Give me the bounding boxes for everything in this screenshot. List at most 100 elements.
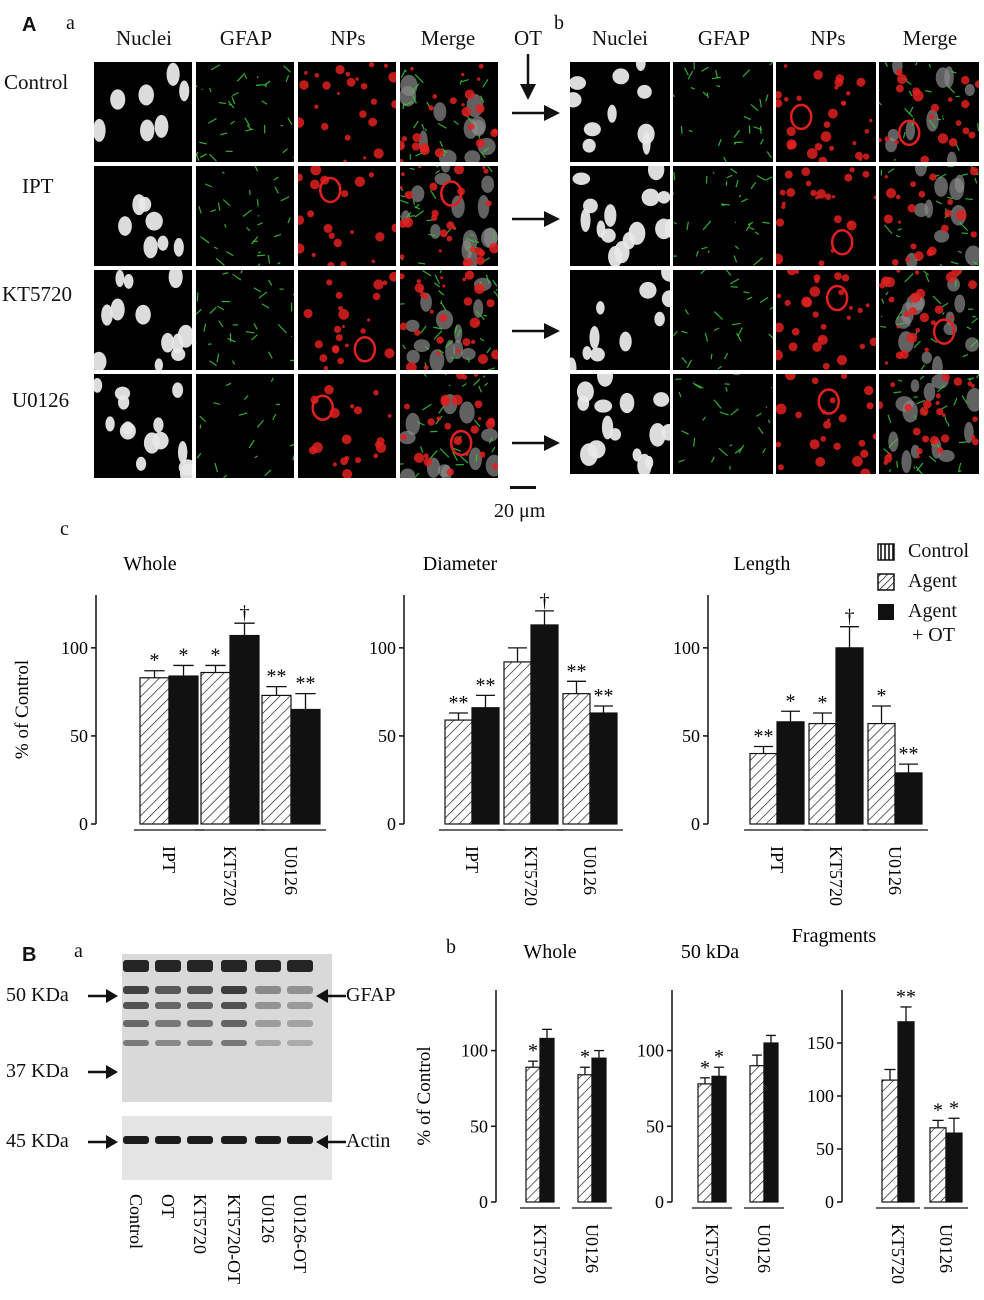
bar-KT5720-agent-ot <box>711 1075 727 1203</box>
lane-label: KT5720-OT <box>224 1194 244 1284</box>
blot-label-37kda: 37 KDa <box>6 1060 69 1082</box>
category-label: U0126 <box>281 846 301 895</box>
gfap-band <box>187 1040 213 1046</box>
bar-U0126-agent-ot <box>589 712 618 825</box>
bar-KT5720-agent <box>881 1079 899 1203</box>
b-gfap-tile <box>673 270 773 370</box>
significance-mark: † <box>240 602 250 624</box>
gfap-band <box>287 1020 313 1027</box>
y-tick-label: 0 <box>655 1192 664 1212</box>
significance-mark: ** <box>754 725 774 747</box>
bar-KT5720-agent-ot <box>539 1037 555 1203</box>
col-header-nps-b: NPs <box>810 26 846 50</box>
y-tick-label: 50 <box>816 1139 834 1159</box>
category-label: IPT <box>462 846 482 873</box>
a-nuclei-tile <box>94 374 192 478</box>
category-label: U0126 <box>582 1224 602 1273</box>
lane-label: U0126-OT <box>290 1194 310 1273</box>
significance-mark: ** <box>594 685 614 707</box>
a-nuclei-tile <box>94 166 192 266</box>
significance-mark: ** <box>449 692 469 714</box>
gfap-band <box>155 986 181 994</box>
b-nuclei-tile <box>570 166 670 266</box>
chart-1: 0 50 100 Diameter ** ** IPT † KT5720 ** ** U0126 <box>369 553 623 906</box>
b-merge-tile <box>879 166 979 266</box>
actin-band <box>187 1136 213 1144</box>
right-arrow-icon <box>512 102 562 124</box>
bar-KT5720-agent <box>503 661 532 825</box>
chart-3: 0 50 100 Whole % of Control * KT5720 * U0126 <box>414 941 612 1284</box>
category-label: KT5720 <box>220 846 240 906</box>
b-nps-tile <box>776 62 876 162</box>
y-tick-label: 100 <box>807 1086 834 1106</box>
significance-mark: † <box>845 606 855 628</box>
col-header-merge-b: Merge <box>902 26 958 50</box>
legend-label-control: Control <box>908 540 970 562</box>
blot-label-50kda: 50 KDa <box>6 984 69 1006</box>
a-nuclei-tile <box>94 270 192 370</box>
blot-label-45kda: 45 KDa <box>6 1130 69 1152</box>
a-nuclei-tile <box>94 62 192 162</box>
blot-label-actin: Actin <box>346 1130 391 1152</box>
lane-label: U0126 <box>258 1194 278 1243</box>
significance-mark: * <box>818 692 828 714</box>
bar-IPT-agent-ot <box>776 721 805 825</box>
row-label-kt5720: KT5720 <box>2 282 72 306</box>
y-tick-label: 0 <box>387 814 396 834</box>
significance-mark: ** <box>296 673 316 695</box>
significance-mark: ** <box>567 660 587 682</box>
gfap-band <box>255 1040 281 1046</box>
left-arrow-icon <box>316 989 328 1003</box>
y-tick-label: 50 <box>378 726 396 746</box>
a-gfap-tile <box>196 62 294 162</box>
lane-label: OT <box>158 1194 178 1218</box>
significance-mark: * <box>877 685 887 707</box>
bar-U0126-agent <box>577 1074 593 1203</box>
right-arrow-icon <box>106 1065 118 1079</box>
gfap-band <box>221 1020 247 1027</box>
panel-a-sub-a: a <box>66 12 75 34</box>
panel-a-sub-c: c <box>60 518 69 540</box>
y-tick-label: 50 <box>70 726 88 746</box>
bar-U0126-agent <box>749 1065 765 1203</box>
a-nps-tile <box>298 270 396 370</box>
bar-U0126-agent-ot <box>894 772 923 825</box>
gfap-band <box>123 1020 149 1027</box>
right-arrow-icon <box>106 1135 118 1149</box>
chart-title: Whole <box>523 941 576 963</box>
legend-label-plus-ot: + OT <box>912 624 955 646</box>
b-nuclei-tile <box>570 62 670 162</box>
left-arrow-icon <box>316 1135 328 1149</box>
bar-U0126-agent-ot <box>290 708 321 825</box>
bar-IPT-agent <box>444 719 473 825</box>
category-label: KT5720 <box>702 1224 722 1284</box>
gfap-band <box>155 960 181 972</box>
y-tick-label: 0 <box>691 814 700 834</box>
bar-KT5720-agent <box>200 671 231 825</box>
actin-blot <box>122 1116 332 1180</box>
scale-bar <box>510 486 536 489</box>
b-merge-tile <box>879 270 979 370</box>
category-label: U0126 <box>580 846 600 895</box>
gfap-band <box>255 1002 281 1009</box>
category-label: KT5720 <box>826 846 846 906</box>
legend-label-agent-ot: Agent <box>908 600 957 622</box>
gfap-band <box>255 986 281 994</box>
actin-band <box>255 1136 281 1144</box>
gfap-band <box>123 1002 149 1009</box>
y-tick-label: 100 <box>461 1041 488 1061</box>
y-tick-label: 50 <box>646 1116 664 1136</box>
bar-U0126-agent <box>562 693 591 825</box>
category-label: KT5720 <box>888 1224 908 1284</box>
category-label: KT5720 <box>530 1224 550 1284</box>
gfap-band <box>221 960 247 972</box>
significance-mark: ** <box>899 743 919 765</box>
gfap-band <box>287 1002 313 1009</box>
significance-mark: * <box>150 650 160 672</box>
a-gfap-tile <box>196 166 294 266</box>
bar-IPT-agent <box>749 752 778 825</box>
a-gfap-tile <box>196 374 294 478</box>
bar-KT5720-agent <box>525 1066 541 1203</box>
